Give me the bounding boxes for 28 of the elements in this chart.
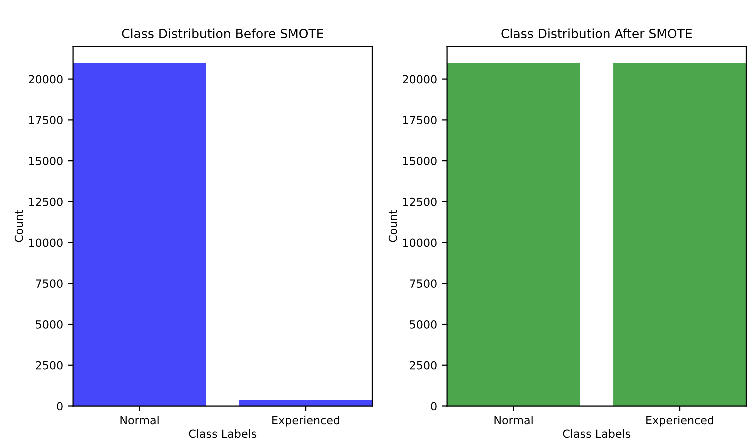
y-tick-label: 12500 (403, 198, 437, 206)
x-tick-label: Experienced (646, 416, 714, 427)
y-axis-title: Count (388, 210, 398, 242)
y-tick-label: 0 (431, 402, 437, 411)
x-tick-label: Normal (494, 416, 533, 425)
y-tick-label: 20000 (403, 75, 437, 84)
x-axis-title: Class Labels (189, 430, 257, 438)
x-axis-title: Class Labels (563, 430, 631, 438)
y-tick-label: 17500 (29, 116, 63, 125)
y-tick-label: 2500 (410, 361, 437, 370)
y-tick-label: 17500 (403, 116, 437, 125)
y-tick-label: 10000 (29, 238, 63, 248)
y-tick-label: 2500 (36, 361, 63, 370)
y-tick-label: 10000 (403, 238, 437, 248)
y-tick-label: 12500 (29, 198, 63, 206)
y-tick-label: 5000 (36, 320, 63, 329)
y-tick-label: 0 (57, 402, 63, 411)
chart-title: Class Distribution After SMOTE (502, 28, 692, 38)
y-axis-title: Count (14, 210, 24, 242)
x-tick-label: Experienced (272, 416, 340, 427)
y-tick-label: 20000 (29, 75, 63, 84)
y-tick-label: 15000 (29, 157, 63, 166)
y-tick-label: 15000 (403, 157, 437, 166)
y-tick-label: 7500 (36, 280, 63, 288)
y-tick-label: 5000 (410, 320, 437, 329)
x-tick-label: Normal (120, 416, 159, 425)
y-tick-label: 7500 (410, 280, 437, 288)
chart-title: Class Distribution Before SMOTE (122, 28, 324, 38)
